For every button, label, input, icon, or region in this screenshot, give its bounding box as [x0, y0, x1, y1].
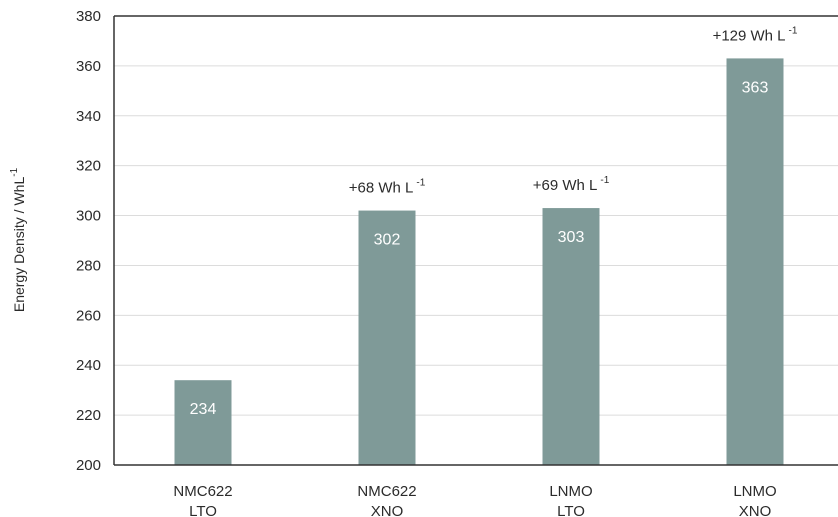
- annotations: +68 Wh L -1 +69 Wh L -1 +129 Wh L -1: [349, 25, 798, 196]
- y-tick-labels: 200 220 240 260 280 300 320 340 360 380: [76, 8, 101, 474]
- x-category-label: XNO: [739, 503, 772, 517]
- bar: [174, 380, 232, 465]
- bars: [174, 58, 784, 466]
- bar-value-label: 303: [558, 229, 585, 246]
- y-tick-label: 380: [76, 8, 101, 25]
- bar-annotation: +69 Wh L -1: [533, 175, 610, 194]
- bar: [726, 58, 784, 466]
- y-tick-label: 300: [76, 208, 101, 225]
- bar-value-label: 363: [742, 79, 769, 96]
- x-category-label: LNMO: [549, 483, 592, 500]
- bar-value-label: 234: [190, 401, 217, 418]
- x-category-label: LNMO: [733, 483, 776, 500]
- y-tick-label: 220: [76, 407, 101, 424]
- x-category-label: NMC622: [173, 483, 232, 500]
- bar-value-label: 302: [374, 232, 401, 249]
- axes: [113, 15, 838, 466]
- y-tick-label: 260: [76, 307, 101, 324]
- bar-value-labels: 234 302 303 363: [190, 79, 769, 418]
- y-tick-label: 320: [76, 158, 101, 175]
- y-tick-label: 280: [76, 257, 101, 274]
- bar-annotation: +68 Wh L -1: [349, 178, 426, 197]
- x-category-label: NMC622: [357, 483, 416, 500]
- x-category-labels: NMC622 LTO NMC622 XNO LNMO LTO LNMO XNO: [173, 483, 776, 517]
- y-tick-label: 200: [76, 457, 101, 474]
- x-category-label: LTO: [557, 503, 585, 517]
- bar: [358, 210, 416, 465]
- x-category-label: LTO: [189, 503, 217, 517]
- y-axis-label: Energy Density / WhL-1: [9, 167, 27, 312]
- y-tick-label: 240: [76, 357, 101, 374]
- bar-annotation: +129 Wh L -1: [713, 25, 798, 44]
- y-tick-label: 340: [76, 108, 101, 125]
- y-tick-label: 360: [76, 58, 101, 75]
- bar: [542, 208, 600, 466]
- x-category-label: XNO: [371, 503, 404, 517]
